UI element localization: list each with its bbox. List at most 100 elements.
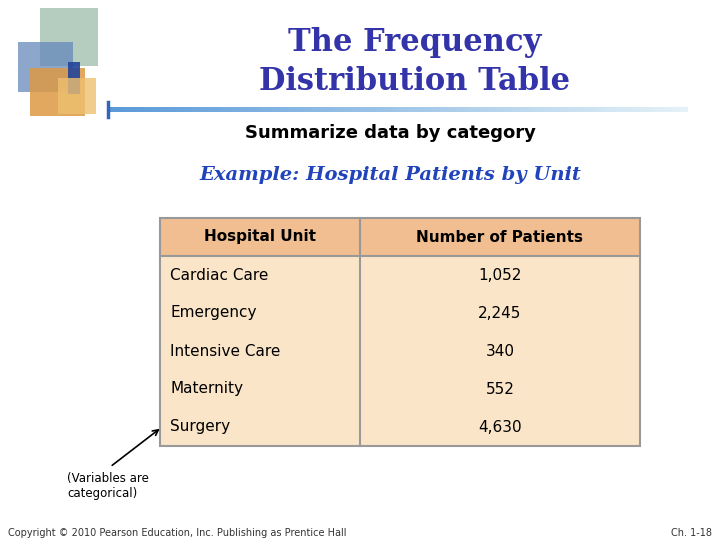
Bar xyxy=(627,107,628,112)
Bar xyxy=(144,107,145,112)
Bar xyxy=(265,107,266,112)
Bar xyxy=(544,107,545,112)
Bar xyxy=(614,107,615,112)
Bar xyxy=(278,107,279,112)
Bar xyxy=(531,107,532,112)
Bar xyxy=(595,107,596,112)
Bar xyxy=(657,107,658,112)
Bar xyxy=(133,107,134,112)
Bar xyxy=(362,107,363,112)
Bar xyxy=(217,107,218,112)
Bar xyxy=(310,107,311,112)
Bar xyxy=(675,107,676,112)
Bar xyxy=(676,107,677,112)
Bar xyxy=(513,107,514,112)
Bar xyxy=(155,107,156,112)
Bar xyxy=(519,107,520,112)
Bar xyxy=(117,107,118,112)
Bar xyxy=(113,107,114,112)
Bar xyxy=(389,107,390,112)
Bar xyxy=(491,107,492,112)
Bar xyxy=(405,107,406,112)
Bar xyxy=(483,107,484,112)
Bar xyxy=(325,107,326,112)
Bar xyxy=(264,107,265,112)
Bar xyxy=(188,107,189,112)
Bar xyxy=(303,107,304,112)
Bar xyxy=(469,107,470,112)
Bar xyxy=(665,107,666,112)
Bar xyxy=(615,107,616,112)
Bar xyxy=(504,107,505,112)
Bar xyxy=(277,107,278,112)
Bar xyxy=(280,107,281,112)
Bar xyxy=(604,107,605,112)
Bar xyxy=(194,107,195,112)
Bar xyxy=(122,107,123,112)
Bar xyxy=(183,107,184,112)
Bar xyxy=(378,107,379,112)
Bar xyxy=(454,107,455,112)
Bar xyxy=(268,107,269,112)
Bar xyxy=(231,107,232,112)
Text: 2,245: 2,245 xyxy=(478,306,522,321)
Bar xyxy=(322,107,323,112)
Bar xyxy=(275,107,276,112)
Bar xyxy=(301,107,302,112)
Bar xyxy=(198,107,199,112)
Bar xyxy=(316,107,317,112)
Bar xyxy=(652,107,653,112)
Bar xyxy=(119,107,120,112)
Bar xyxy=(204,107,205,112)
Bar xyxy=(270,107,271,112)
Bar xyxy=(237,107,238,112)
Bar xyxy=(114,107,115,112)
Bar xyxy=(199,107,200,112)
Bar xyxy=(461,107,462,112)
Bar xyxy=(361,107,362,112)
Bar xyxy=(146,107,147,112)
Bar xyxy=(447,107,448,112)
Bar xyxy=(687,107,688,112)
Bar xyxy=(344,107,345,112)
Bar xyxy=(315,107,316,112)
Bar xyxy=(252,107,253,112)
Bar xyxy=(660,107,661,112)
Bar xyxy=(518,107,519,112)
Bar xyxy=(663,107,664,112)
Bar xyxy=(192,107,193,112)
Bar xyxy=(197,107,198,112)
Bar xyxy=(182,107,183,112)
Bar xyxy=(534,107,535,112)
Bar xyxy=(451,107,452,112)
Bar xyxy=(215,107,216,112)
Bar xyxy=(644,107,645,112)
Text: The Frequency: The Frequency xyxy=(288,26,541,57)
Bar xyxy=(682,107,683,112)
Bar xyxy=(370,107,371,112)
Bar xyxy=(391,107,392,112)
Bar xyxy=(495,107,496,112)
Text: Copyright © 2010 Pearson Education, Inc. Publishing as Prentice Hall: Copyright © 2010 Pearson Education, Inc.… xyxy=(8,528,346,538)
Bar xyxy=(655,107,656,112)
Bar xyxy=(645,107,646,112)
Bar xyxy=(484,107,485,112)
Bar xyxy=(207,107,208,112)
Bar xyxy=(578,107,579,112)
Text: Intensive Care: Intensive Care xyxy=(170,343,280,359)
Bar xyxy=(419,107,420,112)
Bar xyxy=(271,107,272,112)
Bar xyxy=(540,107,541,112)
Bar xyxy=(437,107,438,112)
Bar xyxy=(178,107,179,112)
Bar xyxy=(602,107,603,112)
Bar xyxy=(150,107,151,112)
Bar xyxy=(369,107,370,112)
Bar xyxy=(580,107,581,112)
Bar xyxy=(297,107,298,112)
Bar xyxy=(200,107,201,112)
Bar xyxy=(428,107,429,112)
Bar xyxy=(314,107,315,112)
Bar xyxy=(636,107,637,112)
Bar xyxy=(218,107,219,112)
